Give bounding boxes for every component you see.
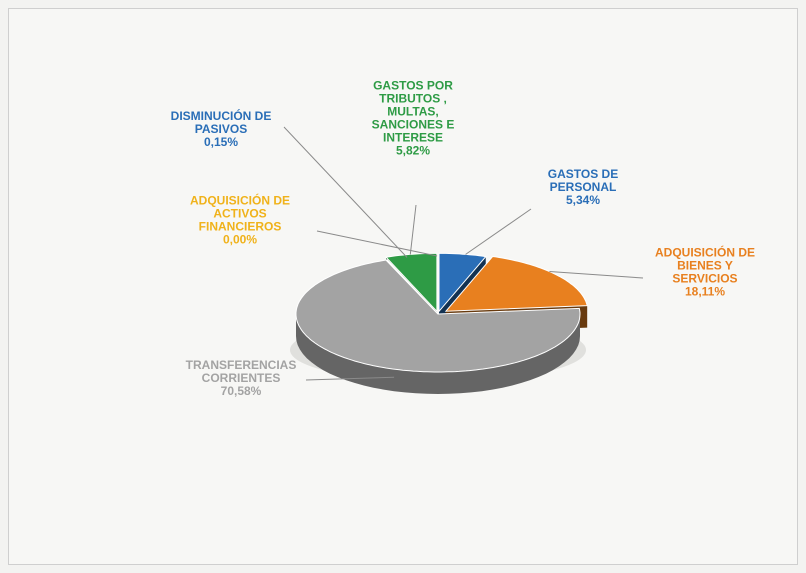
- slice-label-line-5-4: INTERESE: [383, 131, 443, 145]
- slice-label-0: GASTOS DE PERSONAL 5,34%: [548, 167, 618, 207]
- slice-value-label-3: 0,00%: [223, 233, 257, 247]
- slice-value-label-2: 70,58%: [221, 384, 262, 398]
- slice-label-line-5-3: SANCIONES E: [372, 118, 455, 132]
- slice-value-label-1: 18,11%: [685, 285, 725, 299]
- leader-line-4: [283, 126, 408, 258]
- slice-label-line-1-2: SERVICIOS: [672, 272, 737, 286]
- slice-label-line-1-1: BIENES Y: [677, 259, 733, 273]
- leader-line-5: [409, 204, 417, 255]
- slice-label-line-2-1: CORRIENTES: [202, 371, 281, 385]
- slice-label-line-5-2: MULTAS,: [387, 105, 439, 119]
- slice-label-line-1-0: ADQUISICIÓN DE: [655, 245, 755, 260]
- slice-top-4: [384, 259, 439, 315]
- slice-label-line-3-1: ACTIVOS: [213, 207, 266, 221]
- slice-side-2: [296, 314, 580, 394]
- slice-label-line-5-1: TRIBUTOS ,: [379, 92, 447, 106]
- slice-label-line-0-0: GASTOS DE: [548, 167, 618, 181]
- slice-top-1: [444, 255, 588, 312]
- slice-value-label-4: 0,15%: [204, 135, 238, 149]
- slice-top-5: [385, 252, 438, 313]
- slice-top-0: [438, 252, 487, 313]
- slice-label-2: TRANSFERENCIAS CORRIENTES 70,58%: [186, 358, 297, 398]
- slice-label-line-3-0: ADQUISICIÓN DE: [190, 193, 290, 208]
- slice-label-5: GASTOS POR TRIBUTOS , MULTAS, SANCIONES E IN…: [372, 79, 455, 158]
- leader-line-2: [305, 376, 395, 381]
- slice-label-1: ADQUISICIÓN DE BIENES Y SERVICIOS 18,11%: [655, 245, 755, 299]
- leader-line-3: [316, 230, 438, 257]
- slice-value-label-0: 5,34%: [566, 193, 600, 207]
- slice-label-line-2-0: TRANSFERENCIAS: [186, 358, 297, 372]
- slice-label-line-4-1: PASIVOS: [195, 122, 247, 136]
- slice-label-line-4-0: DISMINUCIÓN DE: [171, 108, 272, 123]
- leader-line-0: [465, 208, 532, 255]
- slice-label-line-5-0: GASTOS POR: [373, 79, 453, 93]
- slice-label-line-0-1: PERSONAL: [550, 180, 617, 194]
- slice-top-2: [295, 259, 581, 373]
- slice-label-line-3-2: FINANCIEROS: [199, 220, 282, 234]
- slice-label-3: ADQUISICIÓN DE ACTIVOS FINANCIEROS 0,00%: [190, 193, 290, 247]
- leader-line-1: [549, 271, 644, 279]
- slice-label-4: DISMINUCIÓN DE PASIVOS 0,15%: [171, 108, 272, 149]
- slice-value-label-5: 5,82%: [396, 144, 430, 158]
